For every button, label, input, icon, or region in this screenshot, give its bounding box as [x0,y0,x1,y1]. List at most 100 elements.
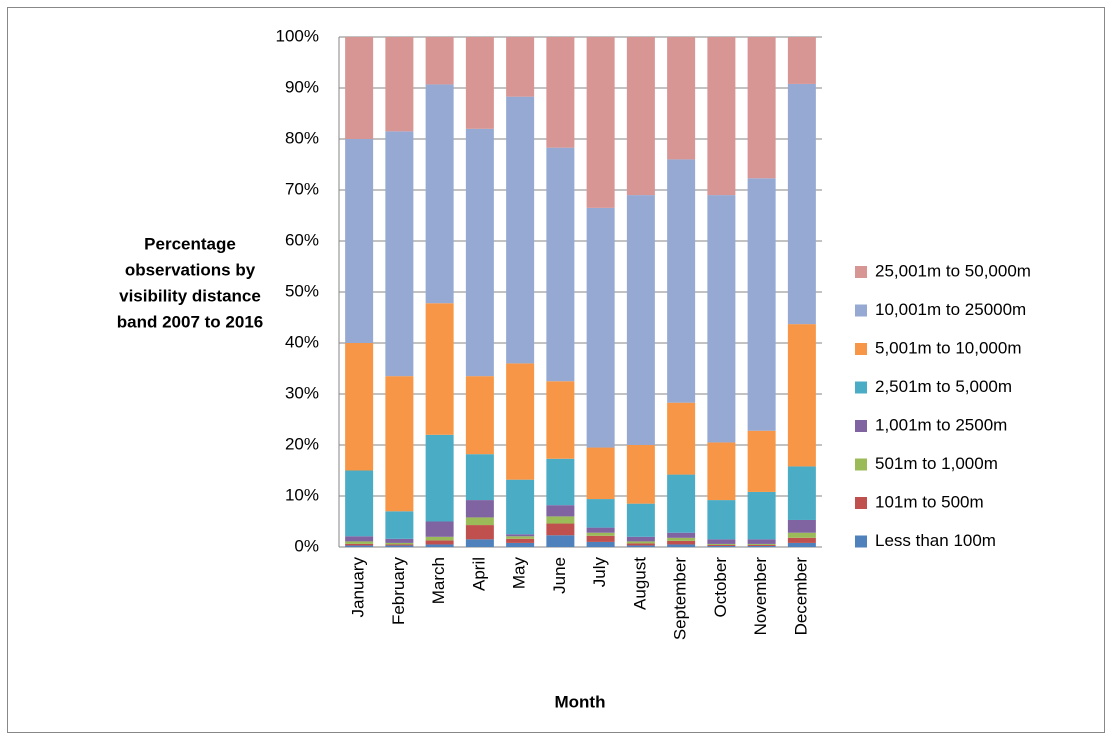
bar-segment [626,543,655,546]
bar-segment [707,543,736,545]
legend-swatch [855,458,867,471]
legend-label: 2,501m to 5,000m [875,377,1012,396]
bar-segment [385,511,414,539]
bar-segment [506,363,535,480]
bar-segment [787,83,816,325]
bar-segment [747,491,776,540]
bar-segment [626,445,655,504]
bar-segment [626,545,655,547]
bar-segment [747,178,776,431]
bar-segment [747,430,776,492]
bar-segment [667,402,696,475]
bar-segment [707,37,736,196]
bar-segment [747,545,776,547]
bar-segment [546,147,575,382]
y-tick-label: 90% [285,77,319,96]
bar-segment [626,541,655,544]
bar-segment [465,37,494,129]
bar-segment [465,525,494,540]
y-tick-label: 50% [285,281,319,300]
bar-segment [385,545,414,547]
bar-segment [787,532,816,538]
y-axis-title: visibility distance [119,286,261,305]
legend-swatch [855,266,867,278]
legend-swatch [855,535,867,548]
bar-segment [345,541,374,544]
bar-segment [546,381,575,459]
x-tick-label: June [550,557,569,594]
bar-segment [707,195,736,443]
bar-segment [747,539,776,544]
y-tick-label: 20% [285,434,319,453]
bar-segment [345,343,374,471]
bar-segment [465,500,494,518]
legend-swatch [855,343,867,355]
bar-segment [707,539,736,544]
bar-segment [667,159,696,403]
bar-segment [345,470,374,537]
y-tick-label: 80% [285,128,319,147]
bar-segment [425,536,454,541]
bar-segment [787,542,816,547]
y-tick-label: 30% [285,383,319,402]
legend-swatch [855,381,867,394]
bar-segment [546,516,575,524]
bar-segment [586,499,615,528]
x-tick-label: March [429,557,448,604]
bar-segment [787,37,816,84]
bar-segment [345,545,374,547]
y-tick-label: 0% [294,536,319,555]
bar-segment [465,517,494,526]
x-tick-label: April [469,557,488,591]
bar-segment [506,534,535,537]
bar-segment [667,540,696,545]
y-tick-label: 100% [276,26,319,45]
bar-segment [506,479,535,535]
bar-segment [425,434,454,522]
bar-segment [546,535,575,547]
bar-segment [465,376,494,455]
bar-segment [586,527,615,533]
bar-segment [506,37,535,97]
bar-segment [667,37,696,160]
bar-segment [385,376,414,512]
x-tick-label: July [590,557,609,588]
bar-segment [546,505,575,517]
bar-segment [787,537,816,543]
bar-segment [667,474,696,533]
bar-segment [586,207,615,448]
x-tick-label: May [510,557,529,590]
legend-swatch [855,304,867,317]
legend-label: 501m to 1,000m [875,454,998,473]
bar-segment [667,537,696,541]
bar-segment [707,544,736,546]
y-axis-title: band 2007 to 2016 [117,312,263,331]
bar-segment [385,538,414,543]
legend-label: 101m to 500m [875,492,984,511]
bar-segment [586,532,615,536]
bar-segment [626,503,655,537]
bar-segment [506,536,535,539]
x-tick-label: January [349,557,368,618]
bar-segment [425,544,454,547]
bar-segment [425,37,454,85]
x-tick-label: September [671,557,690,640]
bar-segment [747,543,776,545]
bar-segment [345,37,374,139]
bar-segment [626,37,655,196]
x-tick-label: October [711,557,730,618]
bar-segment [586,447,615,500]
bar-segment [546,37,575,148]
bar-segment [465,454,494,501]
bar-segment [626,195,655,445]
bar-segment [707,500,736,540]
bar-segment [586,541,615,547]
bar-segment [546,458,575,506]
bar-segment [345,543,374,546]
bar-segment [425,303,454,435]
bar-segment [626,536,655,542]
bar-segment [787,519,816,533]
y-axis-title: Percentage [144,234,236,253]
legend-label: 5,001m to 10,000m [875,338,1021,357]
